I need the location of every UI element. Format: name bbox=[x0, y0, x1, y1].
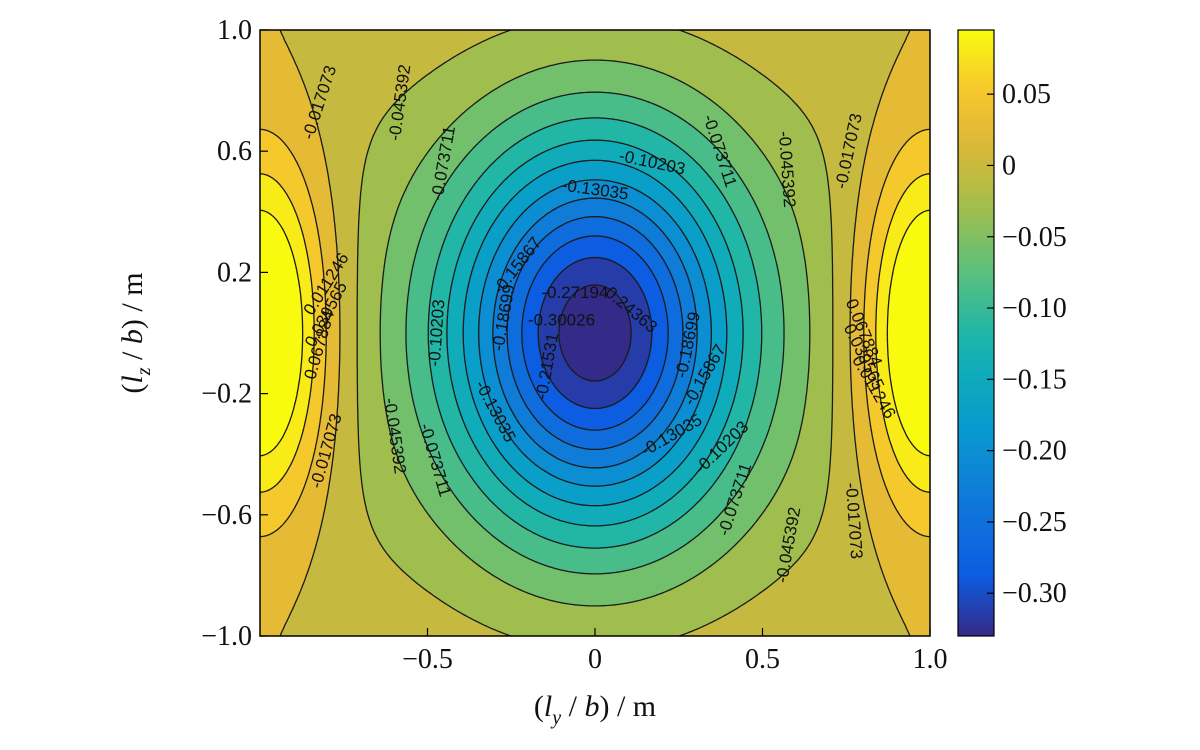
colorbar-ticks: 0.05 0 −0.05 −0.10 −0.15 −0.20 −0.25 −0.30 bbox=[987, 79, 1067, 609]
contour-line-4 bbox=[492, 197, 698, 469]
contour-line-15 bbox=[260, 209, 930, 457]
y-tick-label: −0.6 bbox=[201, 500, 252, 531]
y-label-den: b bbox=[116, 329, 149, 344]
contour-line-8 bbox=[427, 117, 763, 549]
contour-line-11 bbox=[356, 30, 834, 636]
contour-line-9 bbox=[405, 91, 785, 575]
contour-lines bbox=[260, 30, 930, 636]
contour-line-6 bbox=[462, 159, 728, 507]
x-axis: −0.5 0 0.5 1.0 bbox=[402, 628, 948, 675]
colorbar-tick-label: −0.20 bbox=[1002, 436, 1067, 467]
y-axis: 1.0 0.6 0.2 −0.2 −0.6 −1.0 bbox=[201, 15, 268, 652]
colorbar-tick-label: −0.25 bbox=[1002, 507, 1067, 538]
x-label-main: l bbox=[544, 690, 552, 723]
colorbar-tick-label: −0.10 bbox=[1002, 293, 1067, 324]
colorbar-frame bbox=[957, 29, 995, 637]
y-tick-label: −1.0 bbox=[201, 621, 252, 652]
contour-label: -0.27194 bbox=[541, 283, 608, 302]
x-tick-label: 0.5 bbox=[745, 644, 780, 675]
colorbar-tick-label: −0.15 bbox=[1002, 364, 1067, 395]
contour-label: -0.10203 bbox=[425, 299, 449, 367]
colorbar-tick-label: −0.05 bbox=[1002, 222, 1067, 253]
contour-label: -0.30026 bbox=[528, 310, 595, 329]
contour-line-14 bbox=[260, 173, 930, 493]
plot-area: -0.017073 -0.045392-0.073711 -0.10203 -0.07… bbox=[259, 29, 931, 637]
contour-line-3 bbox=[506, 215, 684, 451]
x-label-den: b bbox=[584, 690, 599, 723]
contour-line-7 bbox=[446, 139, 744, 527]
x-tick-label: 1.0 bbox=[913, 644, 948, 675]
colorbar-tick-label: 0.05 bbox=[1002, 79, 1051, 110]
y-tick-label: −0.2 bbox=[201, 379, 252, 410]
contour-line-13 bbox=[260, 128, 930, 538]
contour-line-1 bbox=[537, 256, 653, 410]
contour-line-5 bbox=[478, 179, 712, 487]
colorbar: 0.05 0 −0.05 −0.10 −0.15 −0.20 −0.25 −0.30 bbox=[957, 29, 1067, 637]
x-label-unit: m bbox=[633, 690, 656, 723]
y-label-main: l bbox=[116, 375, 149, 383]
y-label-unit: m bbox=[116, 272, 149, 295]
colorbar-tick-label: −0.30 bbox=[1002, 578, 1067, 609]
y-tick-label: 0.2 bbox=[217, 257, 252, 288]
y-label-sub: z bbox=[133, 367, 155, 376]
y-tick-label: 0.6 bbox=[217, 136, 252, 167]
x-tick-label: −0.5 bbox=[402, 644, 453, 675]
heatmap-field bbox=[260, 30, 930, 636]
contour-line-12 bbox=[279, 30, 911, 636]
contour-line-10 bbox=[379, 59, 811, 607]
contour-line-0 bbox=[558, 284, 632, 382]
y-tick-label: 1.0 bbox=[217, 15, 252, 46]
contour-line-2 bbox=[521, 235, 669, 431]
y-axis-label: (lz / b) / m bbox=[116, 272, 155, 393]
x-tick-label: 0 bbox=[588, 644, 602, 675]
colorbar-gradient bbox=[958, 30, 994, 636]
x-axis-label: (ly / b) / m bbox=[534, 690, 656, 729]
colorbar-tick-label: 0 bbox=[1002, 150, 1016, 181]
x-label-sub: y bbox=[550, 707, 561, 729]
